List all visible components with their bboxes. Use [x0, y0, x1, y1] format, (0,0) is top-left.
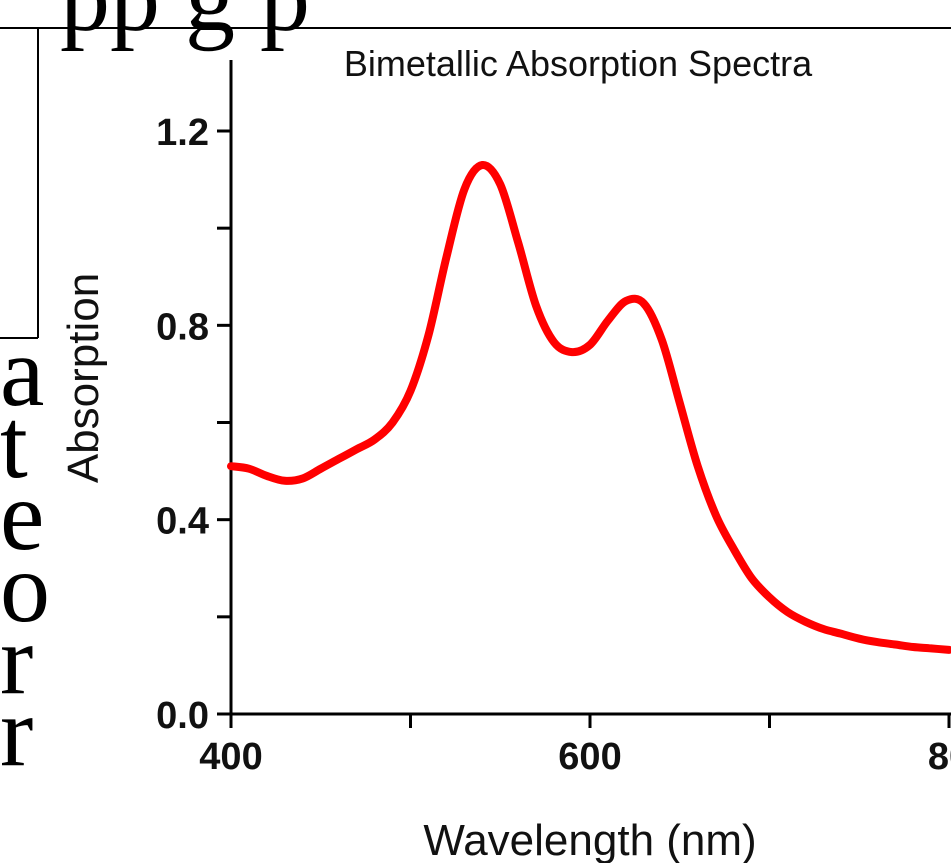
background-side-letter: t — [0, 388, 28, 499]
background-side-letter: e — [0, 460, 44, 571]
background-side-letter: a — [0, 316, 44, 427]
tick-labels: 400 600 80 0.0 0.4 0.8 1.2 — [156, 112, 951, 778]
x-tick-label: 600 — [558, 736, 621, 778]
ticks — [217, 129, 951, 728]
chart-title: Bimetallic Absorption Spectra — [344, 43, 813, 84]
series-layer — [227, 161, 951, 654]
y-tick-label: 0.0 — [156, 695, 209, 737]
y-tick-label: 1.2 — [156, 112, 209, 154]
x-tick-label: 400 — [199, 736, 262, 778]
axes — [229, 60, 951, 716]
x-tick-label: 80 — [928, 736, 951, 778]
background-side-letter: o — [0, 532, 50, 643]
y-axis-label: Absorption — [59, 273, 108, 483]
y-tick-label: 0.8 — [156, 306, 209, 348]
y-tick-label: 0.4 — [156, 501, 209, 543]
x-axis-label: Wavelength (nm) — [423, 816, 756, 863]
background-side-letter: r — [0, 676, 33, 787]
background-top-text: pp g p — [60, 0, 310, 52]
background-side-letter: r — [0, 604, 33, 715]
absorption-series-line — [227, 161, 951, 654]
